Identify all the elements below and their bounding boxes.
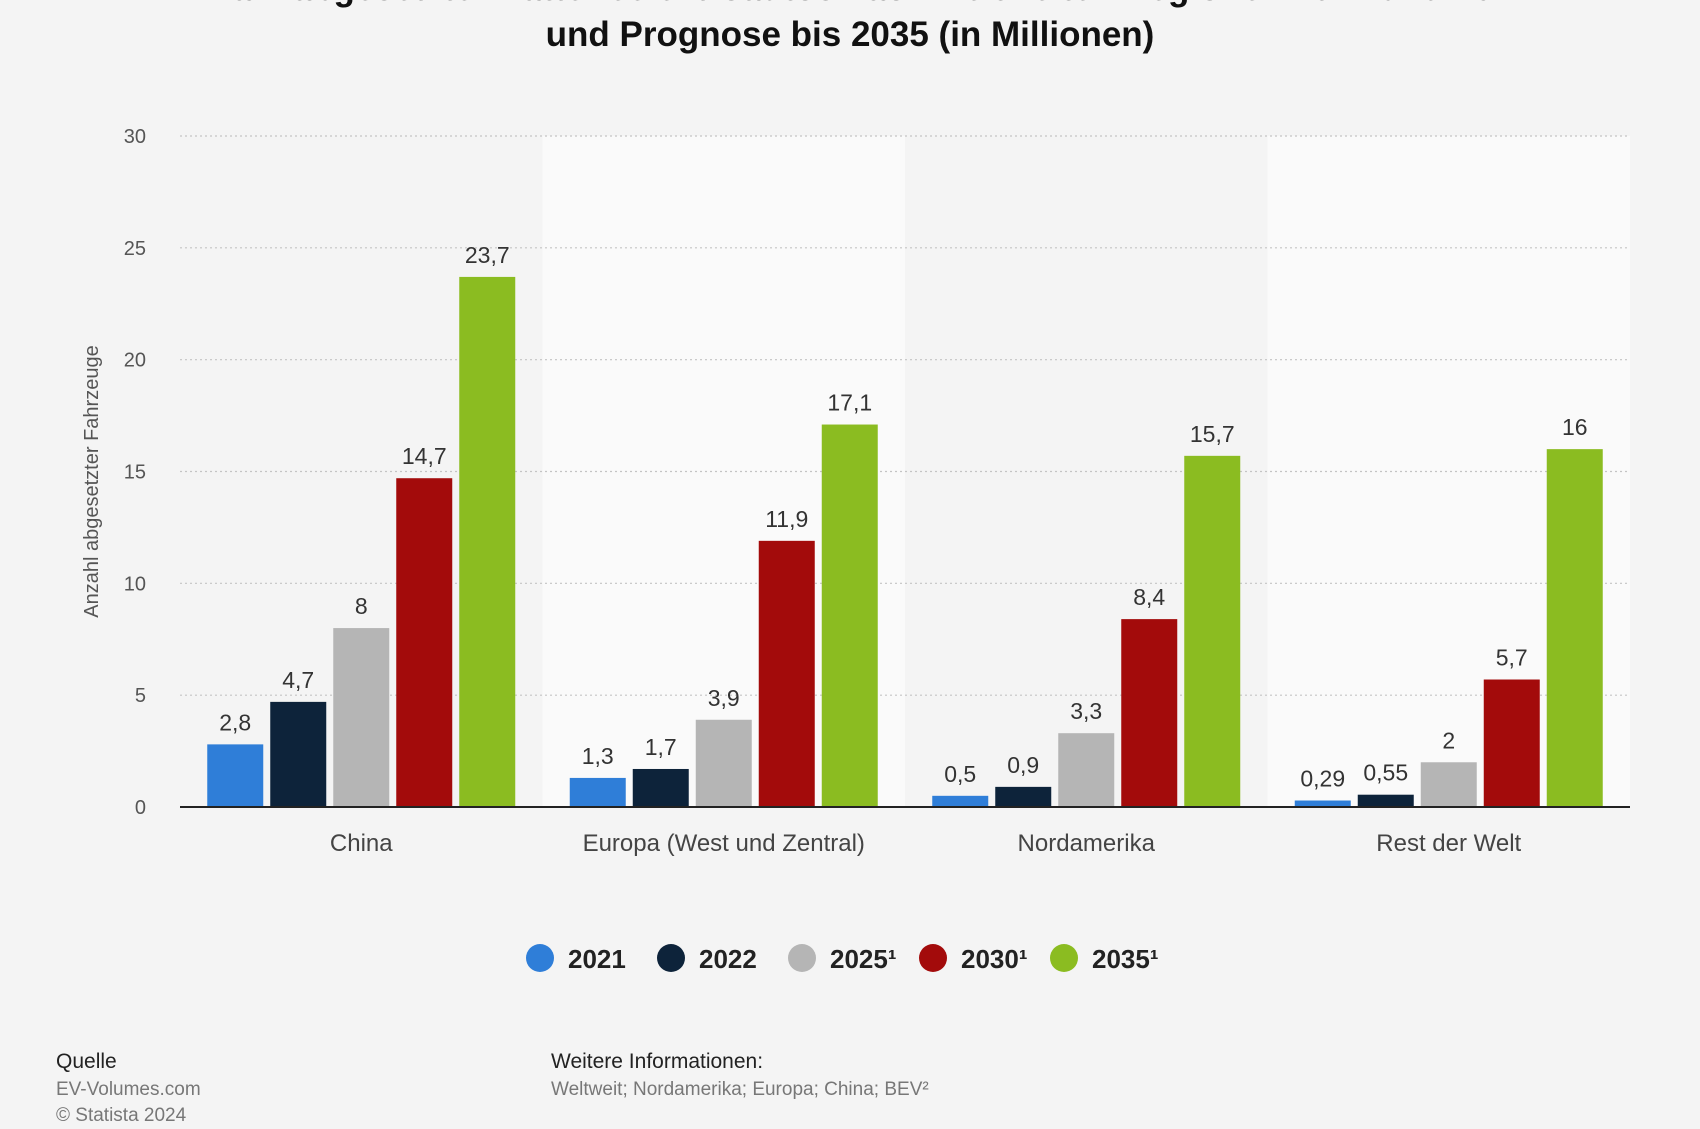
bar [270, 701, 327, 807]
y-tick-label: 10 [124, 573, 146, 595]
legend-marker [1050, 944, 1078, 972]
value-label: 15,7 [1190, 421, 1235, 447]
value-label: 0,9 [1007, 752, 1039, 778]
bar [1121, 619, 1178, 807]
y-tick-label: 25 [124, 238, 146, 260]
value-label: 1,3 [582, 743, 614, 769]
value-label: 17,1 [827, 390, 872, 416]
bar [1058, 733, 1115, 807]
source-name[interactable]: EV-Volumes.com [56, 1079, 201, 1100]
info-block: Weitere Informationen: Weltweit; Nordame… [551, 1050, 929, 1103]
value-label: 5,7 [1496, 645, 1528, 671]
title-line: und Prognose bis 2035 (in Millionen) [546, 15, 1155, 54]
source-heading: Quelle [56, 1050, 117, 1073]
info-text: Weltweit; Nordamerika; Europa; China; BE… [551, 1079, 929, 1100]
bar [1483, 679, 1540, 807]
value-label: 16 [1562, 414, 1588, 440]
legend-label: 2035¹ [1092, 944, 1159, 974]
value-label: 23,7 [465, 242, 510, 268]
legend-marker [788, 944, 816, 972]
title-line: Anzahl abgesetzter Batterieelektroautos … [168, 0, 1531, 8]
value-label: 2 [1442, 727, 1455, 753]
value-label: 1,7 [645, 734, 677, 760]
y-tick-label: 30 [124, 126, 146, 148]
legend-marker [919, 944, 947, 972]
value-label: 3,3 [1070, 698, 1102, 724]
bars [207, 276, 1603, 807]
value-label: 2,8 [219, 709, 251, 735]
bar [758, 540, 815, 807]
value-label: 14,7 [402, 443, 447, 469]
y-tick-label: 0 [135, 797, 146, 819]
bar [1546, 449, 1603, 807]
legend-marker [526, 944, 554, 972]
bar [1357, 794, 1414, 807]
legend-label: 2021 [568, 944, 626, 974]
value-label: 0,29 [1300, 766, 1345, 792]
legend-label: 2022 [699, 944, 757, 974]
bar [821, 424, 878, 807]
value-labels: 2,8 4,7 8 14,7 23,7 1,3 1,7 3,9 11,9 17,1 0,5 0,9 3,… [219, 242, 1587, 792]
legend-item[interactable]: 2030¹ [919, 944, 1028, 974]
bar [396, 478, 453, 807]
category-label: China [330, 830, 393, 857]
legend-item[interactable]: 2021 [526, 944, 626, 974]
legend: 2021 2022 2025¹ 2030¹ 2035¹ [526, 944, 1159, 974]
y-axis-ticks: 0 5 10 15 20 25 30 [124, 126, 146, 819]
bar [207, 744, 264, 807]
bar [632, 768, 689, 807]
bar [995, 786, 1052, 807]
chart-title: Anzahl abgesetzter Batterieelektroautos … [168, 0, 1531, 54]
legend-label: 2025¹ [830, 944, 897, 974]
legend-marker [657, 944, 685, 972]
legend-label: 2030¹ [961, 944, 1028, 974]
category-label: Europa (West und Zentral) [583, 830, 865, 857]
copyright: © Statista 2024 [56, 1105, 187, 1126]
category-label: Rest der Welt [1376, 830, 1521, 857]
y-tick-label: 15 [124, 462, 146, 484]
bar [333, 628, 390, 807]
value-label: 0,5 [944, 761, 976, 787]
value-label: 8 [355, 593, 368, 619]
info-heading: Weitere Informationen: [551, 1050, 764, 1073]
y-axis-label: Anzahl abgesetzter Fahrzeuge [81, 345, 103, 617]
value-label: 4,7 [282, 667, 314, 693]
y-tick-label: 5 [135, 685, 146, 707]
bar [1420, 762, 1477, 807]
bar [695, 719, 752, 807]
bar [1184, 455, 1241, 807]
category-label: Nordamerika [1018, 830, 1156, 857]
y-tick-label: 20 [124, 350, 146, 372]
bar [1294, 800, 1351, 807]
value-label: 11,9 [765, 506, 808, 532]
legend-item[interactable]: 2025¹ [788, 944, 897, 974]
bar [459, 276, 516, 807]
legend-item[interactable]: 2022 [657, 944, 757, 974]
value-label: 8,4 [1133, 584, 1165, 610]
value-label: 3,9 [708, 685, 740, 711]
bar [569, 777, 626, 807]
bar [932, 795, 989, 807]
value-label: 0,55 [1363, 760, 1408, 786]
x-axis-categories: China Europa (West und Zentral) Nordamerik… [330, 830, 1522, 857]
legend-item[interactable]: 2035¹ [1050, 944, 1159, 974]
source-block: Quelle EV-Volumes.com © Statista 2024 [56, 1050, 201, 1129]
